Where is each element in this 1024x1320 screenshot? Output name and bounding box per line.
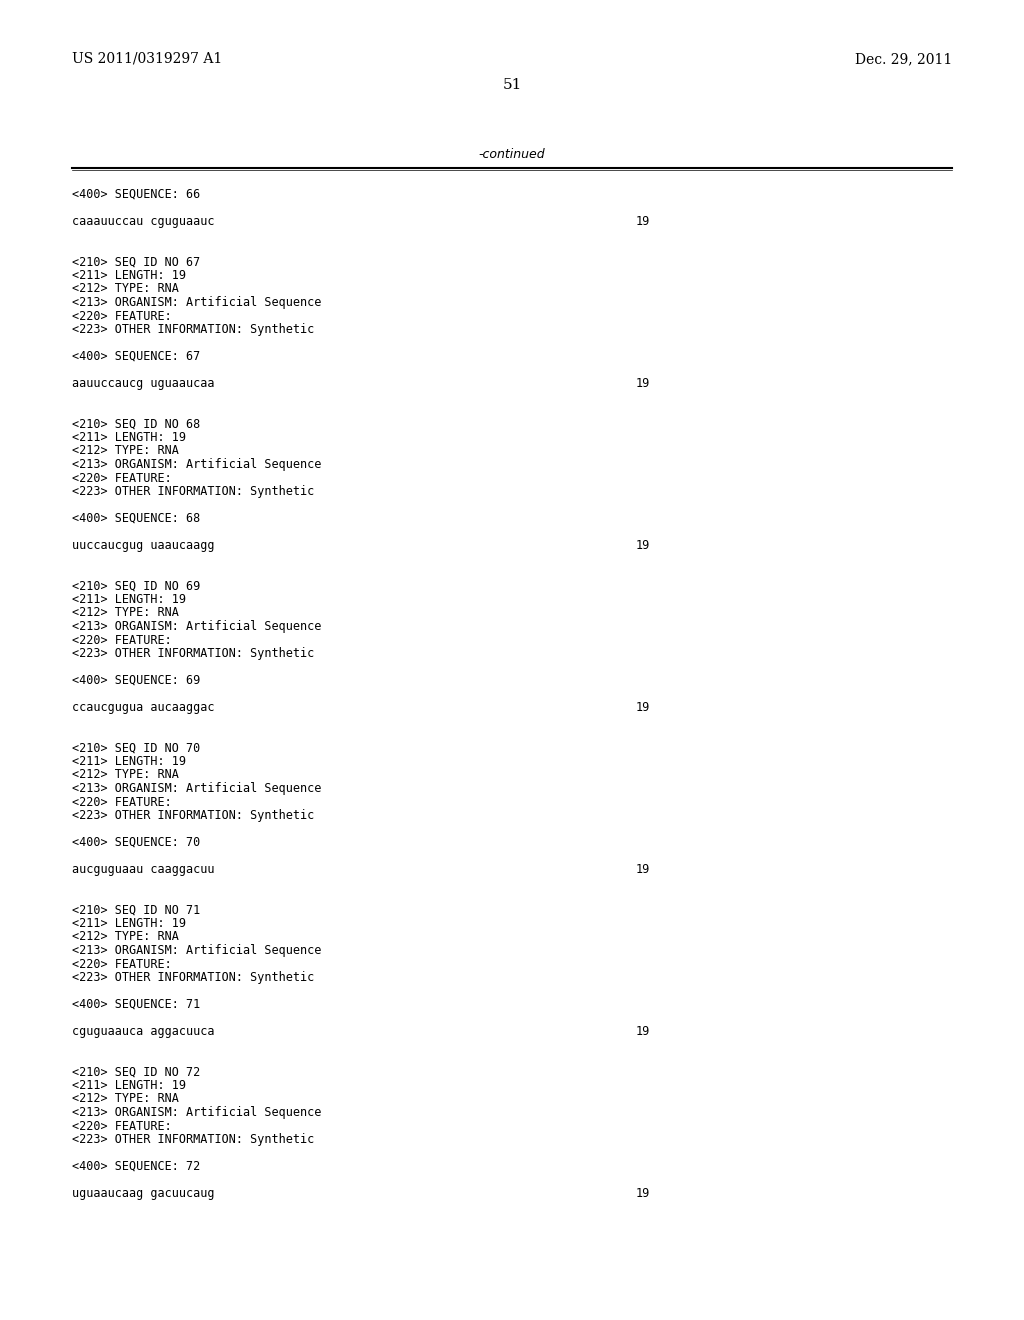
Text: <213> ORGANISM: Artificial Sequence: <213> ORGANISM: Artificial Sequence [72, 1106, 322, 1119]
Text: <400> SEQUENCE: 70: <400> SEQUENCE: 70 [72, 836, 201, 849]
Text: <211> LENGTH: 19: <211> LENGTH: 19 [72, 432, 186, 444]
Text: ccaucgugua aucaaggac: ccaucgugua aucaaggac [72, 701, 214, 714]
Text: 19: 19 [636, 863, 650, 876]
Text: <212> TYPE: RNA: <212> TYPE: RNA [72, 445, 179, 458]
Text: caaauuccau cguguaauc: caaauuccau cguguaauc [72, 215, 214, 228]
Text: <213> ORGANISM: Artificial Sequence: <213> ORGANISM: Artificial Sequence [72, 781, 322, 795]
Text: <220> FEATURE:: <220> FEATURE: [72, 1119, 172, 1133]
Text: <211> LENGTH: 19: <211> LENGTH: 19 [72, 1078, 186, 1092]
Text: <400> SEQUENCE: 72: <400> SEQUENCE: 72 [72, 1160, 201, 1173]
Text: <220> FEATURE:: <220> FEATURE: [72, 309, 172, 322]
Text: 19: 19 [636, 1026, 650, 1038]
Text: US 2011/0319297 A1: US 2011/0319297 A1 [72, 51, 222, 66]
Text: aauuccaucg uguaaucaa: aauuccaucg uguaaucaa [72, 378, 214, 389]
Text: <212> TYPE: RNA: <212> TYPE: RNA [72, 606, 179, 619]
Text: <213> ORGANISM: Artificial Sequence: <213> ORGANISM: Artificial Sequence [72, 458, 322, 471]
Text: 51: 51 [503, 78, 521, 92]
Text: <220> FEATURE:: <220> FEATURE: [72, 471, 172, 484]
Text: <223> OTHER INFORMATION: Synthetic: <223> OTHER INFORMATION: Synthetic [72, 323, 314, 337]
Text: <210> SEQ ID NO 72: <210> SEQ ID NO 72 [72, 1065, 201, 1078]
Text: cguguaauca aggacuuca: cguguaauca aggacuuca [72, 1026, 214, 1038]
Text: <220> FEATURE:: <220> FEATURE: [72, 957, 172, 970]
Text: -continued: -continued [478, 148, 546, 161]
Text: <210> SEQ ID NO 68: <210> SEQ ID NO 68 [72, 417, 201, 430]
Text: uguaaucaag gacuucaug: uguaaucaag gacuucaug [72, 1187, 214, 1200]
Text: <213> ORGANISM: Artificial Sequence: <213> ORGANISM: Artificial Sequence [72, 296, 322, 309]
Text: <400> SEQUENCE: 68: <400> SEQUENCE: 68 [72, 512, 201, 525]
Text: <211> LENGTH: 19: <211> LENGTH: 19 [72, 917, 186, 931]
Text: <211> LENGTH: 19: <211> LENGTH: 19 [72, 593, 186, 606]
Text: <210> SEQ ID NO 70: <210> SEQ ID NO 70 [72, 742, 201, 755]
Text: <213> ORGANISM: Artificial Sequence: <213> ORGANISM: Artificial Sequence [72, 944, 322, 957]
Text: <400> SEQUENCE: 67: <400> SEQUENCE: 67 [72, 350, 201, 363]
Text: <220> FEATURE:: <220> FEATURE: [72, 796, 172, 808]
Text: <212> TYPE: RNA: <212> TYPE: RNA [72, 931, 179, 944]
Text: <223> OTHER INFORMATION: Synthetic: <223> OTHER INFORMATION: Synthetic [72, 972, 314, 983]
Text: <220> FEATURE:: <220> FEATURE: [72, 634, 172, 647]
Text: <210> SEQ ID NO 69: <210> SEQ ID NO 69 [72, 579, 201, 593]
Text: <400> SEQUENCE: 69: <400> SEQUENCE: 69 [72, 675, 201, 686]
Text: 19: 19 [636, 1187, 650, 1200]
Text: <210> SEQ ID NO 67: <210> SEQ ID NO 67 [72, 256, 201, 268]
Text: <212> TYPE: RNA: <212> TYPE: RNA [72, 1093, 179, 1106]
Text: <211> LENGTH: 19: <211> LENGTH: 19 [72, 755, 186, 768]
Text: <400> SEQUENCE: 71: <400> SEQUENCE: 71 [72, 998, 201, 1011]
Text: <213> ORGANISM: Artificial Sequence: <213> ORGANISM: Artificial Sequence [72, 620, 322, 634]
Text: 19: 19 [636, 701, 650, 714]
Text: Dec. 29, 2011: Dec. 29, 2011 [855, 51, 952, 66]
Text: uuccaucgug uaaucaagg: uuccaucgug uaaucaagg [72, 539, 214, 552]
Text: <223> OTHER INFORMATION: Synthetic: <223> OTHER INFORMATION: Synthetic [72, 809, 314, 822]
Text: 19: 19 [636, 539, 650, 552]
Text: 19: 19 [636, 215, 650, 228]
Text: <210> SEQ ID NO 71: <210> SEQ ID NO 71 [72, 903, 201, 916]
Text: aucguguaau caaggacuu: aucguguaau caaggacuu [72, 863, 214, 876]
Text: <223> OTHER INFORMATION: Synthetic: <223> OTHER INFORMATION: Synthetic [72, 1133, 314, 1146]
Text: <212> TYPE: RNA: <212> TYPE: RNA [72, 768, 179, 781]
Text: <211> LENGTH: 19: <211> LENGTH: 19 [72, 269, 186, 282]
Text: <400> SEQUENCE: 66: <400> SEQUENCE: 66 [72, 187, 201, 201]
Text: 19: 19 [636, 378, 650, 389]
Text: <212> TYPE: RNA: <212> TYPE: RNA [72, 282, 179, 296]
Text: <223> OTHER INFORMATION: Synthetic: <223> OTHER INFORMATION: Synthetic [72, 647, 314, 660]
Text: <223> OTHER INFORMATION: Synthetic: <223> OTHER INFORMATION: Synthetic [72, 484, 314, 498]
